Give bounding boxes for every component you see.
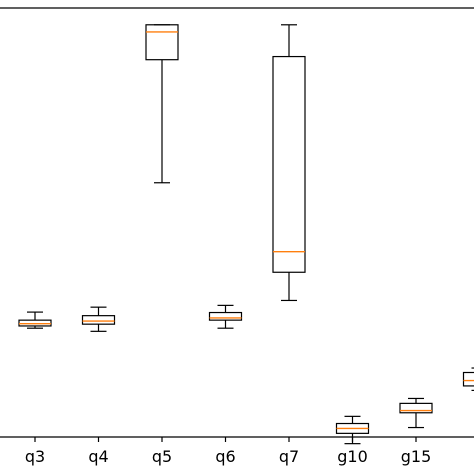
box-iqr — [208, 311, 243, 321]
axes-frame — [0, 7, 474, 438]
box-iqr — [462, 371, 474, 387]
box-q6 — [208, 304, 243, 329]
box-q3 — [18, 311, 52, 329]
x-axis-ticks: q3q4q5q6q7g10g15g — [25, 437, 432, 466]
box-iqr — [81, 315, 116, 325]
x-tick-label: q5 — [152, 447, 172, 466]
x-tick-label: q4 — [88, 447, 108, 466]
x-tick-label: q6 — [215, 447, 235, 466]
box-iqr — [272, 55, 306, 273]
x-tick-label: q7 — [279, 447, 299, 466]
box-g — [462, 367, 474, 391]
box-series — [18, 24, 474, 445]
box-iqr — [399, 402, 433, 414]
box-q7 — [272, 24, 306, 302]
box-q4 — [81, 306, 116, 332]
box-q5 — [145, 24, 179, 184]
box-iqr — [145, 24, 179, 61]
x-tick-label: g10 — [337, 447, 368, 466]
box-g15 — [399, 397, 433, 429]
x-tick-label: g15 — [401, 447, 432, 466]
x-tick-label: q3 — [25, 447, 45, 466]
